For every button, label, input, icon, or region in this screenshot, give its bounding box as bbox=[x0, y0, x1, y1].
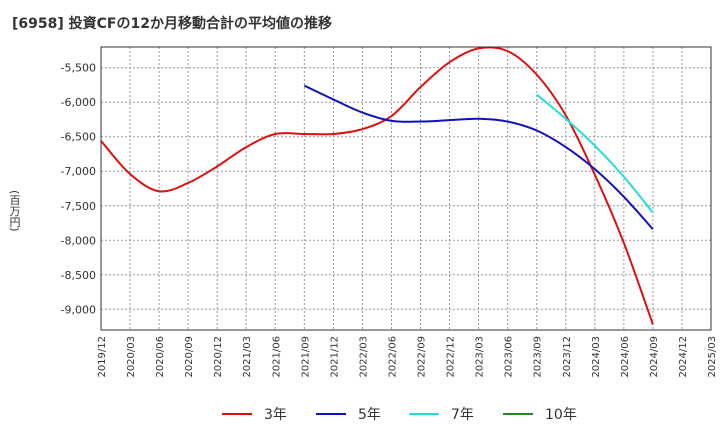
x-tick-label: 2020/12 bbox=[213, 336, 224, 378]
series-line-1 bbox=[303, 84, 654, 230]
y-tick-label: -7,000 bbox=[61, 165, 96, 178]
y-tick-label: -8,000 bbox=[61, 234, 96, 247]
y-axis-label: (百万円) bbox=[8, 190, 21, 232]
y-tick-label: -6,500 bbox=[61, 131, 96, 144]
legend-label-3: 10年 bbox=[545, 407, 577, 423]
x-tick-label: 2023/12 bbox=[562, 336, 573, 378]
x-tick-label: 2024/12 bbox=[678, 336, 689, 378]
x-tick-label: 2020/03 bbox=[126, 336, 137, 378]
x-tick-label: 2021/12 bbox=[329, 336, 340, 378]
legend: 3年 5年 7年 10年 bbox=[222, 407, 577, 423]
x-tick-label: 2021/09 bbox=[300, 336, 311, 378]
x-tick-label: 2024/09 bbox=[649, 336, 660, 378]
x-tick-label: 2023/03 bbox=[475, 336, 486, 378]
x-tick-label: 2019/12 bbox=[97, 336, 108, 378]
x-tick-label: 2022/06 bbox=[387, 336, 398, 378]
series-line-0 bbox=[100, 46, 654, 325]
x-tick-label: 2020/06 bbox=[155, 336, 166, 378]
x-tick-label: 2020/09 bbox=[184, 336, 195, 378]
plot-background bbox=[101, 47, 711, 330]
x-tick-label: 2022/03 bbox=[358, 336, 369, 378]
grid bbox=[101, 47, 711, 330]
y-tick-label: -7,500 bbox=[61, 200, 96, 213]
x-tick-label: 2022/09 bbox=[417, 336, 428, 378]
x-tick-label: 2021/06 bbox=[271, 336, 282, 378]
series-line-2 bbox=[536, 93, 654, 214]
y-tick-label: -9,000 bbox=[61, 303, 96, 316]
x-tick-label: 2023/09 bbox=[533, 336, 544, 378]
legend-label-2: 7年 bbox=[451, 407, 474, 423]
plot-frame bbox=[100, 46, 712, 331]
y-tick-label: -8,500 bbox=[61, 269, 96, 282]
y-tick-label: -5,500 bbox=[61, 62, 96, 75]
x-tick-label: 2022/12 bbox=[446, 336, 457, 378]
y-tick-labels: -5,500 -6,000 -6,500 -7,000 -7,500 -8,000 -8,5… bbox=[61, 62, 96, 317]
x-tick-label: 2021/03 bbox=[242, 336, 253, 378]
x-tick-label: 2025/03 bbox=[707, 336, 718, 378]
legend-label-1: 5年 bbox=[358, 407, 381, 423]
x-tick-label: 2023/06 bbox=[504, 336, 515, 378]
legend-label-0: 3年 bbox=[264, 407, 287, 423]
chart-title: [6958] 投資CFの12か月移動合計の平均値の推移 bbox=[12, 16, 332, 32]
x-tick-label: 2024/06 bbox=[620, 336, 631, 378]
x-tick-labels: 2019/12 2020/03 2020/06 2020/09 2020/12 2021/… bbox=[97, 336, 718, 378]
x-tick-label: 2024/03 bbox=[591, 336, 602, 378]
series-lines bbox=[100, 46, 654, 325]
y-tick-label: -6,000 bbox=[61, 96, 96, 109]
